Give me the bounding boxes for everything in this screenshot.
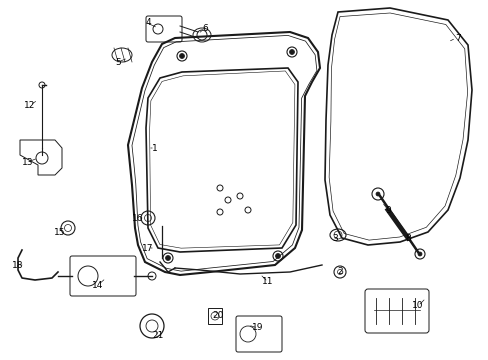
- Text: 3: 3: [331, 234, 337, 243]
- Circle shape: [289, 50, 294, 54]
- Text: 5: 5: [115, 58, 121, 67]
- Circle shape: [275, 253, 280, 258]
- Text: 21: 21: [152, 332, 163, 341]
- Text: 6: 6: [202, 23, 207, 32]
- Text: 12: 12: [24, 100, 36, 109]
- Text: 4: 4: [145, 18, 150, 27]
- Text: 20: 20: [212, 311, 223, 320]
- Text: 15: 15: [54, 228, 65, 237]
- Text: 19: 19: [252, 324, 263, 333]
- Text: 7: 7: [454, 33, 460, 42]
- Text: 10: 10: [411, 302, 423, 310]
- Text: 11: 11: [262, 278, 273, 287]
- Text: 9: 9: [385, 206, 390, 215]
- Text: 2: 2: [337, 267, 342, 276]
- Text: 17: 17: [142, 243, 153, 252]
- Text: 8: 8: [404, 234, 410, 243]
- Text: 13: 13: [22, 158, 34, 166]
- Text: 18: 18: [12, 261, 24, 270]
- Circle shape: [179, 54, 184, 59]
- Text: 16: 16: [132, 213, 143, 222]
- Text: 1: 1: [152, 144, 158, 153]
- Text: 14: 14: [92, 280, 103, 289]
- Bar: [207, 308, 222, 324]
- Circle shape: [417, 252, 421, 256]
- Circle shape: [375, 192, 379, 196]
- Circle shape: [165, 256, 170, 261]
